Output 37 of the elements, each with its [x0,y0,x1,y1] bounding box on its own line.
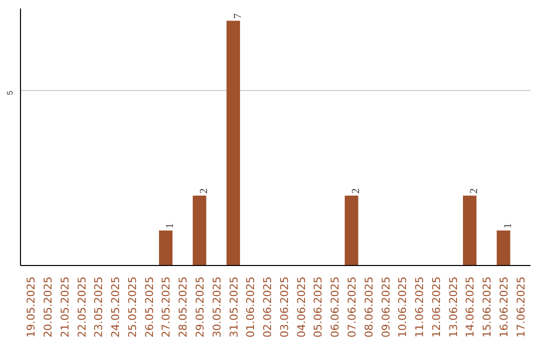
x-tick-label: 28.05.2025 [176,276,190,338]
x-tick-label: 14.06.2025 [464,276,477,338]
x-tick-label: 08.06.2025 [362,276,376,338]
x-tick-label: 22.05.2025 [75,276,88,338]
data-label: 1 [165,223,176,229]
x-tick-label: 06.06.2025 [328,276,342,338]
x-tick-label: 07.06.2025 [345,276,358,338]
x-tick-label: 11.06.2025 [413,276,426,338]
x-tick-label: 12.06.2025 [430,276,443,338]
data-label: 1 [502,223,514,229]
x-tick-label: 19.05.2025 [24,276,38,338]
x-tick-label: 20.05.2025 [42,276,55,338]
y-tick-label: 5 [6,90,14,96]
x-tick-label: 03.06.2025 [278,276,291,338]
x-tick-label: 04.06.2025 [294,276,308,338]
x-tick-label: 21.05.2025 [58,276,72,338]
x-tick-label: 05.06.2025 [312,276,325,338]
x-tick-label: 17.06.2025 [514,276,528,338]
x-tick-label: 29.05.2025 [194,276,207,338]
data-label: 2 [199,188,210,194]
x-tick-label: 23.05.2025 [92,276,106,338]
x-tick-label: 24.05.2025 [109,276,122,338]
x-tick-label: 13.06.2025 [446,276,460,338]
data-label: 2 [469,188,480,194]
x-tick-label: 02.06.2025 [261,276,274,338]
x-tick-label: 09.06.2025 [379,276,392,338]
x-tick-label: 10.06.2025 [396,276,410,338]
x-tick-label: 27.05.2025 [160,276,173,338]
x-tick-label: 31.05.2025 [227,276,240,338]
data-label: 7 [232,12,244,19]
data-label: 2 [350,188,362,194]
x-tick-label: 16.06.2025 [497,276,510,338]
x-tick-label: 26.05.2025 [142,276,156,338]
x-tick-label: 30.05.2025 [210,276,224,338]
x-tick-label: 25.05.2025 [126,276,139,338]
x-tick-label: 15.06.2025 [480,276,494,338]
x-tick-label: 01.06.2025 [244,276,258,338]
